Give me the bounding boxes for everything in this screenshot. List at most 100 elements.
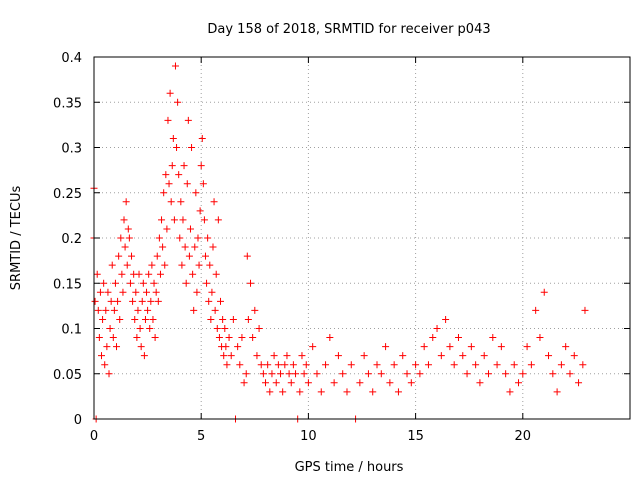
data-point [193, 288, 201, 296]
data-point [216, 297, 224, 305]
data-point [136, 325, 144, 332]
data-point [219, 315, 227, 323]
data-point [158, 216, 166, 224]
y-axis-label: SRMTID / TECUs [9, 186, 24, 291]
data-point [106, 325, 114, 332]
data-point [161, 261, 169, 269]
data-point [296, 388, 304, 396]
data-point [259, 370, 267, 378]
data-point [159, 243, 167, 251]
data-points [90, 62, 589, 423]
data-point [459, 352, 467, 360]
data-point [199, 180, 207, 188]
data-point [279, 388, 287, 396]
data-point [343, 388, 351, 396]
data-point [304, 379, 312, 387]
y-tick-label: 0.3 [61, 142, 82, 157]
data-point [147, 297, 155, 305]
data-point [165, 180, 173, 188]
grid-lines [94, 57, 630, 419]
data-point [227, 352, 235, 360]
data-point [104, 288, 112, 296]
data-point [131, 315, 139, 323]
data-point [253, 352, 261, 360]
y-tick-label: 0.1 [61, 323, 82, 338]
data-point [211, 306, 219, 314]
data-point [148, 261, 156, 269]
data-point [334, 352, 342, 360]
data-point [126, 279, 134, 287]
data-point [364, 370, 372, 378]
data-point [579, 361, 587, 369]
data-point [197, 162, 205, 170]
data-point [151, 334, 159, 342]
data-point [222, 343, 230, 351]
data-point [95, 334, 103, 342]
data-point [322, 361, 330, 369]
data-point [476, 379, 484, 387]
data-point [570, 352, 578, 360]
data-point [208, 288, 216, 296]
data-point [98, 352, 106, 360]
data-point [247, 279, 255, 287]
data-point [107, 297, 115, 305]
y-tick-label: 0.15 [53, 277, 82, 292]
data-point [480, 352, 488, 360]
data-point [96, 288, 104, 296]
y-tick-label: 0 [74, 413, 82, 428]
data-point [153, 252, 161, 260]
data-point [283, 352, 291, 360]
data-point [204, 234, 212, 242]
data-point [103, 343, 111, 351]
data-point [289, 361, 297, 369]
data-point [143, 288, 151, 296]
data-point [339, 370, 347, 378]
data-point [236, 361, 244, 369]
data-point [416, 370, 424, 378]
data-point [257, 361, 265, 369]
data-point [390, 361, 398, 369]
data-point [111, 279, 119, 287]
data-point [116, 315, 124, 323]
axis-ticks: 0 0.05 0.1 0.15 0.2 0.25 0.3 0.35 0.4 0 5 10 15 20 [53, 51, 630, 444]
data-point [386, 379, 394, 387]
data-point [326, 334, 334, 342]
data-point [137, 343, 145, 351]
data-point [171, 62, 179, 70]
data-point [207, 315, 215, 323]
data-point [100, 279, 108, 287]
data-point [149, 315, 157, 323]
data-point [251, 306, 259, 314]
data-point [493, 361, 501, 369]
data-point [298, 352, 306, 360]
data-point [281, 361, 289, 369]
data-point [110, 306, 118, 314]
data-point [433, 325, 441, 332]
data-point [196, 207, 204, 215]
data-point [94, 306, 102, 314]
data-point [277, 370, 285, 378]
data-point [214, 216, 222, 224]
data-point [179, 216, 187, 224]
data-point [115, 252, 123, 260]
data-point [162, 171, 170, 179]
data-point [446, 343, 454, 351]
data-point [188, 144, 196, 151]
data-point [117, 234, 125, 242]
data-point [121, 243, 129, 251]
data-point [145, 270, 153, 278]
data-point [195, 261, 203, 269]
data-point [163, 225, 171, 233]
data-point [128, 252, 136, 260]
data-point [360, 352, 368, 360]
data-point [240, 379, 248, 387]
data-point [268, 370, 276, 378]
data-point [140, 352, 148, 360]
data-point [168, 162, 176, 170]
data-point [545, 352, 553, 360]
data-point [181, 243, 189, 251]
data-point [549, 370, 557, 378]
data-point [437, 352, 445, 360]
data-point [523, 343, 531, 351]
